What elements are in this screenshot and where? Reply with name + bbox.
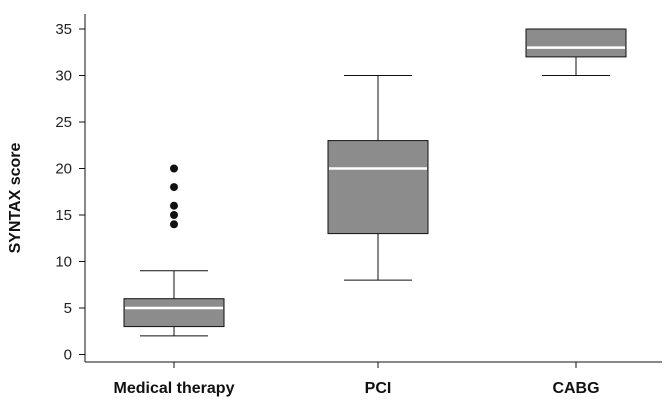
box-iqr [327, 140, 429, 235]
y-tick-label: 35 [55, 21, 72, 38]
box-iqr [525, 28, 627, 58]
box-medical-therapy [123, 164, 225, 337]
outlier-point [170, 201, 178, 210]
y-axis: 0 5 10 15 20 25 30 35 [55, 14, 86, 364]
x-axis: Medical therapy PCI CABG [85, 361, 662, 397]
box-iqr [123, 298, 225, 328]
x-category-label: PCI [365, 380, 392, 397]
x-category-label: Medical therapy [114, 380, 235, 397]
box-pci [327, 75, 429, 281]
box-series [123, 28, 627, 337]
y-tick-label: 5 [64, 300, 72, 317]
y-tick-label: 10 [55, 254, 72, 271]
outlier-point [170, 164, 178, 173]
outlier-point [170, 220, 178, 229]
y-tick-label: 0 [64, 347, 72, 364]
outlier-point [170, 183, 178, 192]
outlier-point [170, 211, 178, 219]
box-cabg [525, 28, 627, 76]
y-tick-label: 15 [55, 207, 72, 224]
y-tick-label: 30 [55, 68, 72, 85]
y-tick-label: 25 [55, 114, 72, 131]
y-tick-label: 20 [55, 161, 72, 178]
x-category-label: CABG [552, 380, 599, 397]
y-axis-title: SYNTAX score [7, 142, 24, 253]
